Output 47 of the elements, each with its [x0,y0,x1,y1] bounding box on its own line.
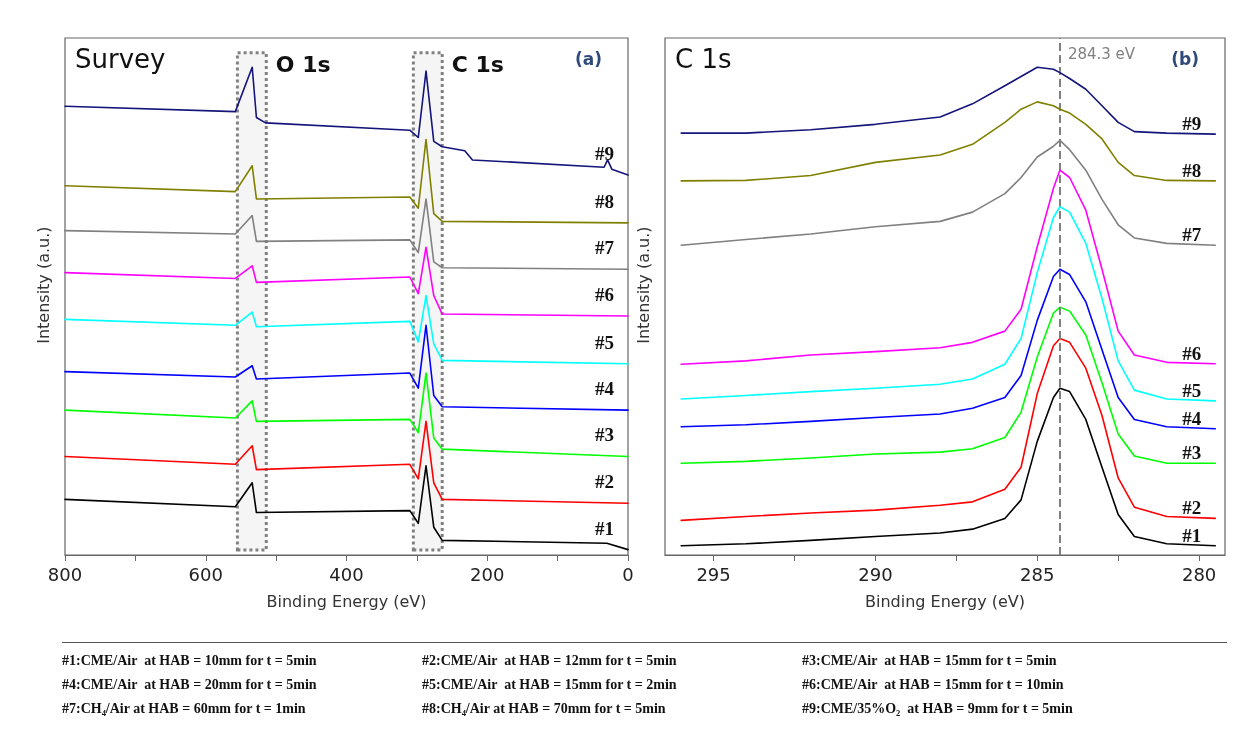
annotation: (a) [574,48,602,69]
band-label: O 1s [275,51,331,77]
series-label: #6 [1182,342,1202,364]
text: #8:CH₄/Air at HAB = 70mm for t = 5min [422,701,667,717]
text: #2:CME/Air at HAB = 12mm for t = 5min [422,653,678,669]
series-label: #9 [1182,113,1202,135]
text: #1:CME/Air at HAB = 10mm for t = 5min [62,653,318,669]
annotation: Survey [75,44,166,74]
series-label: #7 [1182,224,1202,246]
y-axis-title: Intensity (a.u.) [633,226,653,344]
x-tick-label: 0 [622,563,634,585]
series-label: #8 [595,190,614,212]
y-axis-title: Intensity (a.u.) [33,226,53,344]
x-tick-label: 280 [1181,563,1217,585]
series-label: #1 [1182,524,1202,546]
series-label: #8 [1182,159,1202,181]
annotation: C 1s [675,44,732,74]
series-label: #9 [595,143,614,165]
text: #3:CME/Air at HAB = 15mm for t = 5min [802,653,1058,669]
text: #4:CME/Air at HAB = 20mm for t = 5min [62,677,318,693]
series-label: #3 [595,424,614,446]
series-label: #3 [1182,442,1202,464]
series-label: #4 [595,378,615,400]
text: #7:CH₄/Air at HAB = 60mm for t = 1min [62,701,307,717]
series-label: #7 [595,237,615,259]
x-tick-label: 295 [696,563,731,585]
x-tick-label: 285 [1020,563,1055,585]
series-label: #1 [595,517,614,539]
series-label: #6 [595,284,614,306]
ref-line-label: 284.3 eV [1067,44,1136,63]
x-axis-title: Binding Energy (eV) [266,591,427,611]
series-label: #2 [595,471,614,493]
x-tick-label: 600 [188,563,223,585]
x-tick-label: 800 [47,563,83,585]
band-label: C 1s [451,51,504,77]
x-tick-label: 200 [470,563,505,585]
x-tick-label: 290 [858,563,893,585]
text: #5:CME/Air at HAB = 15mm for t = 2min [422,677,678,693]
series-label: #5 [1182,379,1202,401]
text: #9:CME/35%O₂ at HAB = 9mm for t = 5min [802,701,1074,717]
series-label: #5 [595,331,614,353]
x-axis-title: Binding Energy (eV) [865,591,1025,611]
series-label: #4 [1182,407,1202,429]
text: #6:CME/Air at HAB = 15mm for t = 10min [802,677,1065,693]
series-label: #2 [1182,497,1202,519]
x-tick-label: 400 [329,563,364,585]
annotation: (b) [1171,48,1200,69]
